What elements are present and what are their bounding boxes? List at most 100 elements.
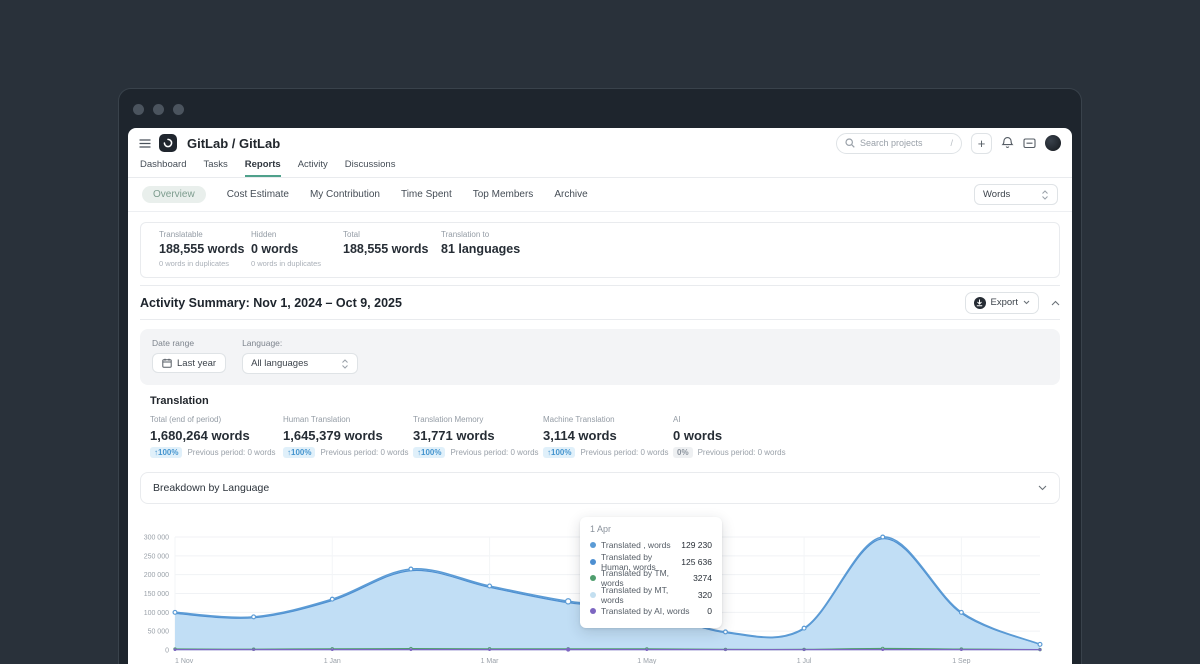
subtab-my-contribution[interactable]: My Contribution bbox=[309, 189, 380, 200]
tooltip-row: Translated , words 129 230 bbox=[590, 537, 712, 554]
data-point-translated[interactable] bbox=[172, 609, 178, 615]
data-point-translated[interactable] bbox=[329, 596, 335, 602]
y-axis-tick: 50 000 bbox=[148, 629, 170, 636]
line-series-2 bbox=[174, 647, 1041, 651]
search-icon bbox=[845, 138, 855, 148]
data-point-translated[interactable] bbox=[958, 609, 964, 615]
data-point-ai[interactable] bbox=[330, 648, 334, 651]
data-point-translated[interactable] bbox=[251, 614, 257, 620]
app-header: GitLab / GitLab / + bbox=[128, 128, 1072, 158]
select-stepper-icon bbox=[342, 358, 348, 369]
data-point-ai[interactable] bbox=[881, 648, 885, 651]
window-control-dot[interactable] bbox=[153, 104, 164, 115]
language-filter: Language: All languages bbox=[242, 338, 359, 374]
date-range-button[interactable]: Last year bbox=[152, 353, 227, 373]
x-axis-tick: 1 Mar bbox=[481, 658, 500, 664]
report-subnav: Overview Cost Estimate My Contribution T… bbox=[128, 178, 1072, 212]
project-logo[interactable] bbox=[159, 134, 177, 152]
breakdown-by-language-accordion[interactable]: Breakdown by Language bbox=[140, 472, 1060, 504]
trend-badge: ↑100% bbox=[543, 447, 576, 458]
chevron-down-icon bbox=[1038, 485, 1047, 491]
language-select[interactable]: All languages bbox=[242, 353, 359, 374]
tooltip-series-value: 0 bbox=[707, 606, 712, 617]
trend-badge: ↑100% bbox=[150, 447, 183, 458]
messages-icon[interactable] bbox=[1023, 137, 1036, 150]
series-dot-icon bbox=[590, 608, 596, 615]
data-point-ai[interactable] bbox=[566, 647, 571, 652]
data-point-ai[interactable] bbox=[488, 648, 491, 651]
units-select[interactable]: Words bbox=[974, 184, 1058, 205]
translation-section-title: Translation bbox=[150, 395, 209, 407]
data-point-translated[interactable] bbox=[880, 534, 886, 540]
tooltip-series-value: 3274 bbox=[693, 573, 712, 584]
data-point-ai[interactable] bbox=[959, 648, 963, 651]
date-range-filter: Date range Last year bbox=[152, 338, 227, 374]
add-button[interactable]: + bbox=[971, 132, 992, 154]
activity-chart[interactable]: 300 000 250 000 200 000 150 000 100 000 50 00… bbox=[140, 512, 1060, 664]
series-dot-icon bbox=[590, 542, 596, 549]
y-axis-tick: 300 000 bbox=[144, 535, 169, 542]
calendar-icon bbox=[162, 358, 172, 368]
trend-badge: 0% bbox=[673, 447, 693, 458]
x-axis-tick: 1 Nov bbox=[175, 658, 194, 664]
data-point-ai[interactable] bbox=[252, 648, 256, 651]
window-control-dot[interactable] bbox=[173, 104, 184, 115]
area-series-translated bbox=[175, 536, 1040, 650]
window-controls bbox=[133, 104, 184, 115]
tab-tasks[interactable]: Tasks bbox=[203, 159, 228, 170]
date-range-label: Date range bbox=[152, 338, 195, 348]
x-axis-tick: 1 Jan bbox=[324, 658, 341, 664]
main-tabs: Dashboard Tasks Reports Activity Discuss… bbox=[128, 158, 1072, 178]
data-point-translated[interactable] bbox=[801, 625, 807, 631]
data-point-translated[interactable] bbox=[408, 566, 414, 572]
collapse-section-icon[interactable] bbox=[1051, 300, 1060, 306]
trend-badge: ↑100% bbox=[413, 447, 446, 458]
divider bbox=[140, 285, 1060, 286]
translation-stat-tm: Translation Memory 31,771 words ↑100% Pre… bbox=[413, 415, 539, 458]
tooltip-row: Translated by MT, words 320 bbox=[590, 584, 712, 605]
subtab-archive[interactable]: Archive bbox=[554, 189, 588, 200]
data-point-ai[interactable] bbox=[802, 648, 806, 651]
tooltip-row: Translated by Human, words 125 636 bbox=[590, 552, 712, 572]
select-stepper-icon bbox=[1042, 189, 1048, 200]
translation-stat-human: Human Translation 1,645,379 words ↑100% P… bbox=[283, 415, 409, 458]
hamburger-menu-icon[interactable] bbox=[139, 138, 151, 148]
tab-discussions[interactable]: Discussions bbox=[344, 159, 396, 170]
tooltip-series-label: Translated by MT, words bbox=[601, 584, 669, 605]
user-avatar[interactable] bbox=[1045, 135, 1061, 151]
data-point-ai[interactable] bbox=[173, 648, 177, 651]
trend-badge: ↑100% bbox=[283, 447, 316, 458]
subtab-top-members[interactable]: Top Members bbox=[472, 189, 534, 200]
tooltip-series-value: 125 636 bbox=[681, 556, 712, 567]
tooltip-series-label: Translated by AI, words bbox=[601, 606, 690, 617]
window-control-dot[interactable] bbox=[133, 104, 144, 115]
language-label: Language: bbox=[242, 338, 283, 348]
tooltip-series-label: Translated , words bbox=[601, 540, 671, 551]
data-point-translated[interactable] bbox=[487, 583, 493, 589]
subtab-overview[interactable]: Overview bbox=[142, 186, 206, 203]
tooltip-series-value: 129 230 bbox=[681, 540, 712, 551]
data-point-ai[interactable] bbox=[724, 648, 727, 651]
bell-icon[interactable] bbox=[1001, 136, 1014, 150]
data-point-translated[interactable] bbox=[1037, 641, 1043, 647]
export-button-label: Export bbox=[990, 297, 1018, 308]
stat-hidden: Hidden 0 words 0 words in duplicates bbox=[251, 230, 322, 268]
tooltip-series-label: Translated by TM, words bbox=[601, 568, 670, 589]
search-input[interactable] bbox=[860, 138, 930, 148]
report-filters: Date range Last year Language: All langu… bbox=[140, 329, 1060, 385]
subtab-cost-estimate[interactable]: Cost Estimate bbox=[226, 189, 289, 200]
tab-reports[interactable]: Reports bbox=[244, 159, 281, 177]
data-point-translated[interactable] bbox=[722, 629, 728, 635]
translation-section: Translation Total (end of period) 1,680,… bbox=[140, 395, 1060, 458]
export-button[interactable]: Export bbox=[964, 291, 1039, 314]
subtab-time-spent[interactable]: Time Spent bbox=[400, 189, 452, 200]
tab-activity[interactable]: Activity bbox=[297, 159, 328, 170]
data-point-ai[interactable] bbox=[409, 648, 413, 651]
data-point-translated[interactable] bbox=[564, 598, 572, 605]
series-dot-icon bbox=[590, 591, 596, 598]
data-point-ai[interactable] bbox=[645, 648, 649, 651]
search-box[interactable]: / bbox=[836, 132, 962, 154]
tab-dashboard[interactable]: Dashboard bbox=[140, 159, 187, 170]
browser-window: GitLab / GitLab / + Dashboard Tas bbox=[118, 88, 1082, 664]
data-point-ai[interactable] bbox=[1038, 648, 1042, 651]
